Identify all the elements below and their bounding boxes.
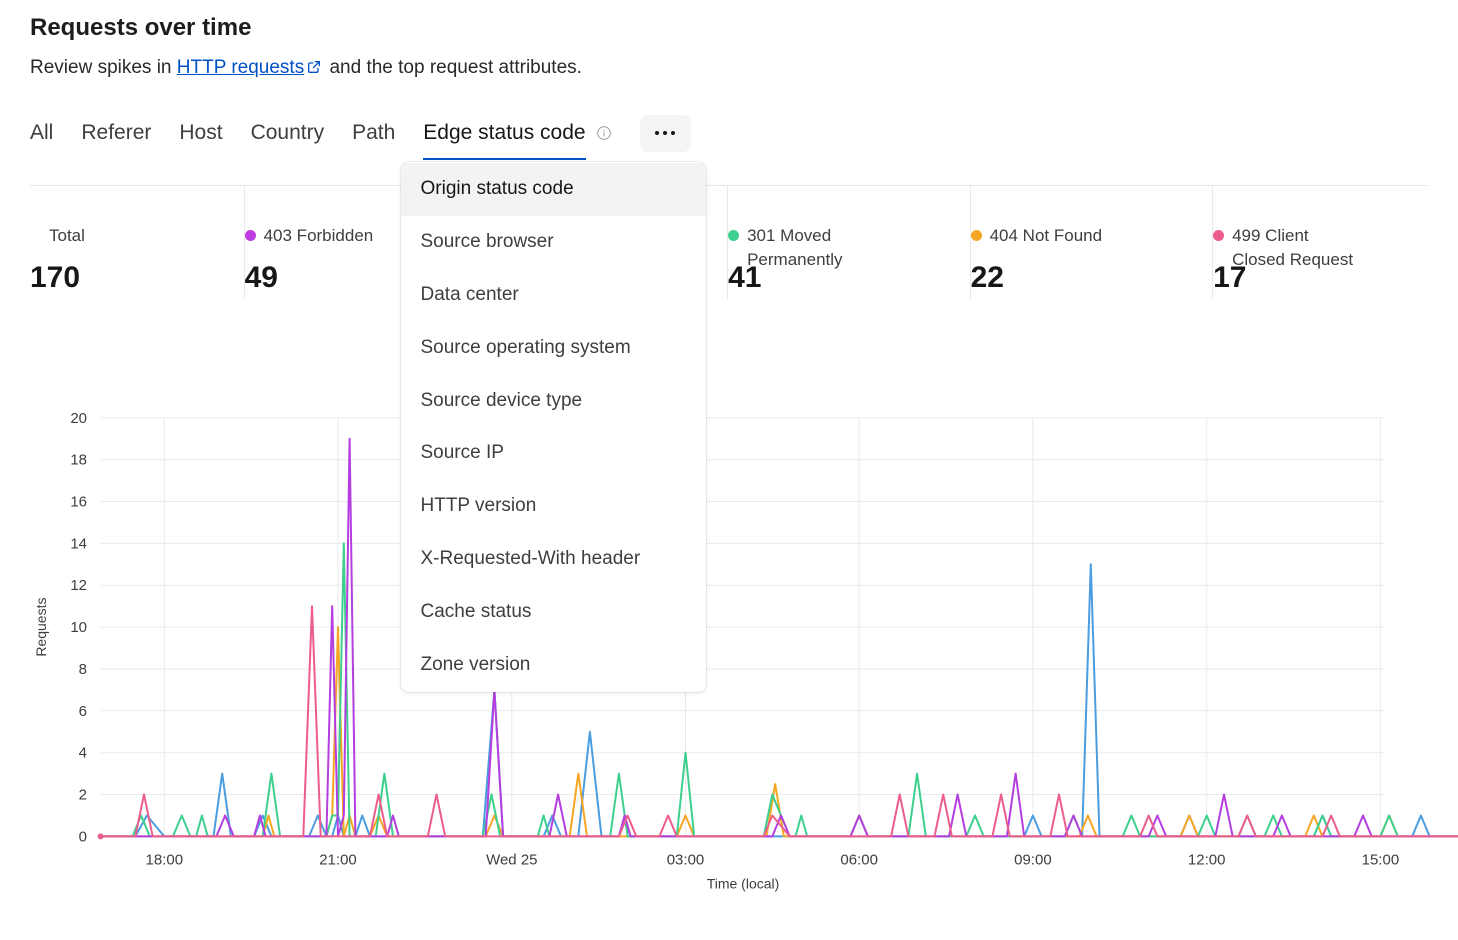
- svg-text:18: 18: [70, 451, 87, 468]
- svg-text:10: 10: [70, 619, 87, 636]
- svg-text:14: 14: [70, 535, 87, 552]
- svg-text:03:00: 03:00: [667, 851, 705, 868]
- svg-text:21:00: 21:00: [319, 851, 357, 868]
- svg-text:06:00: 06:00: [840, 851, 878, 868]
- svg-text:16: 16: [70, 493, 87, 510]
- svg-text:0: 0: [79, 828, 87, 845]
- svg-text:09:00: 09:00: [1014, 851, 1052, 868]
- svg-text:2: 2: [79, 786, 87, 803]
- svg-text:Time (local): Time (local): [707, 875, 780, 891]
- svg-text:Requests: Requests: [33, 597, 49, 656]
- svg-text:12: 12: [70, 577, 87, 594]
- svg-text:Wed 25: Wed 25: [486, 851, 537, 868]
- svg-text:6: 6: [79, 703, 87, 720]
- svg-text:12:00: 12:00: [1188, 851, 1226, 868]
- svg-text:4: 4: [79, 744, 87, 761]
- svg-text:8: 8: [79, 661, 87, 678]
- svg-text:15:00: 15:00: [1362, 851, 1400, 868]
- svg-text:20: 20: [70, 410, 87, 427]
- svg-text:18:00: 18:00: [146, 851, 184, 868]
